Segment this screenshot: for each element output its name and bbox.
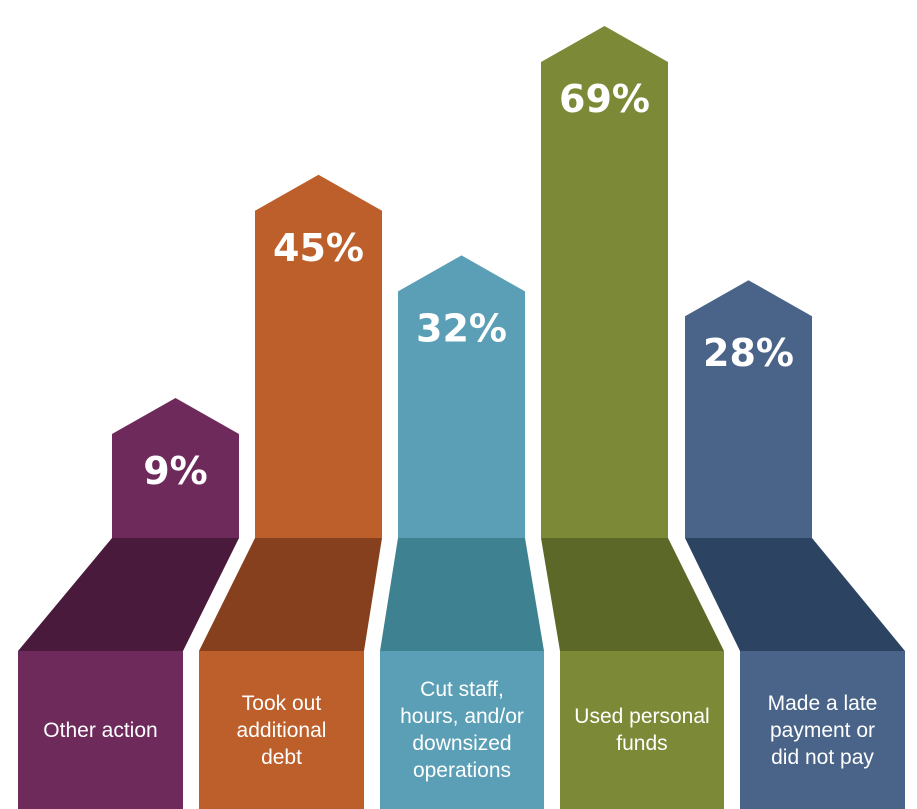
category-label-text: Cut staff, hours, and/or downsized operatio…: [400, 678, 524, 782]
data-label: 45%: [273, 226, 364, 270]
label-panel: [18, 651, 183, 809]
category-label-text: Used personal funds: [574, 705, 710, 755]
bar: [541, 26, 668, 538]
bar-floor: [380, 538, 544, 651]
label-panel: [380, 651, 544, 809]
label-panel: [199, 651, 364, 809]
category-label-text: Took out additional debt: [236, 691, 327, 769]
data-label: 69%: [559, 77, 650, 121]
category-label: Used personal funds: [560, 651, 724, 809]
category-label-text: Made a late payment or did not pay: [767, 691, 878, 769]
category-label: Made a late payment or did not pay: [740, 651, 905, 809]
data-label: 9%: [143, 449, 208, 493]
bar-floor: [18, 538, 239, 651]
category-label: Cut staff, hours, and/or downsized operatio…: [380, 651, 544, 809]
bar: [255, 174, 382, 539]
bar: [398, 255, 525, 538]
category-label: Other action: [18, 651, 183, 809]
bar-floor: [685, 538, 905, 651]
label-panel: [560, 651, 724, 809]
data-label: 28%: [703, 331, 794, 375]
label-panel: [740, 651, 905, 809]
category-label-text: Other action: [43, 718, 158, 742]
bar: [112, 398, 239, 538]
bar-floor: [199, 538, 382, 651]
category-label: Took out additional debt: [199, 651, 364, 809]
data-label: 32%: [416, 306, 507, 350]
bar-floor: [541, 538, 724, 651]
bar: [685, 280, 812, 538]
